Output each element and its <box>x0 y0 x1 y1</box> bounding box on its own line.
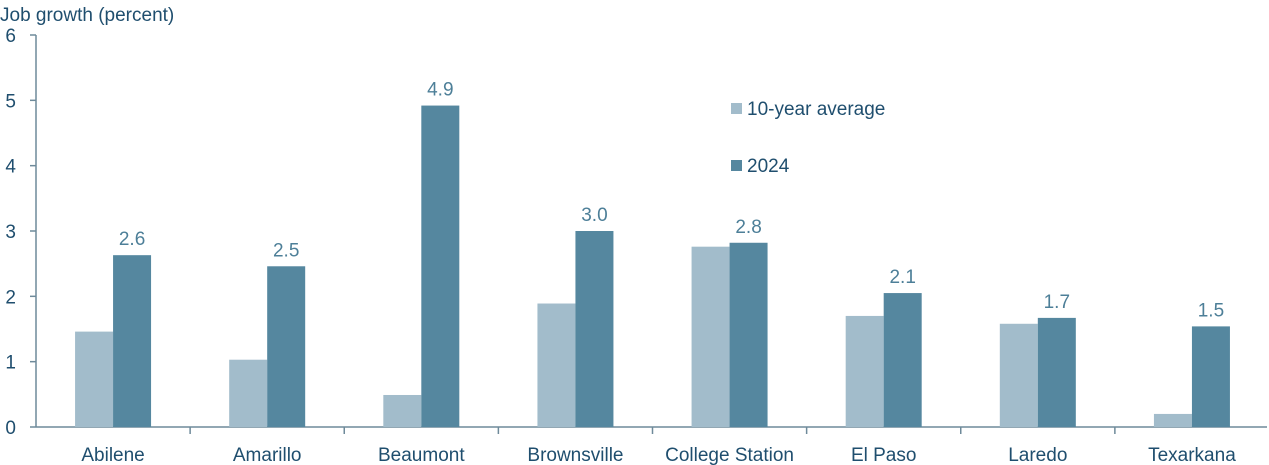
bar-ten-year-average <box>229 359 268 427</box>
data-label: 1.7 <box>1044 292 1070 313</box>
data-label: 2.8 <box>735 217 761 238</box>
x-tick-label: Laredo <box>1008 445 1067 465</box>
data-label: 4.9 <box>427 80 453 101</box>
x-tick-label: Brownsville <box>527 445 623 465</box>
y-tick-label: 4 <box>5 157 16 178</box>
bar-ten-year-average <box>1153 413 1192 427</box>
bar-year-2024 <box>729 242 768 427</box>
data-label: 1.5 <box>1198 300 1224 321</box>
x-tick-label: Abilene <box>81 445 144 465</box>
bar-year-2024 <box>883 293 922 427</box>
bar-ten-year-average <box>845 315 884 427</box>
y-tick-label: 0 <box>5 418 16 439</box>
data-label: 3.0 <box>581 205 607 226</box>
bar-year-2024 <box>113 255 152 427</box>
bar-year-2024 <box>421 105 460 427</box>
y-tick-label: 3 <box>5 222 16 243</box>
x-tick-label: College Station <box>665 445 794 465</box>
x-tick-label: El Paso <box>851 445 916 465</box>
x-tick-label: Texarkana <box>1148 445 1236 465</box>
data-label: 2.6 <box>119 229 145 250</box>
y-tick-label: 5 <box>5 91 16 112</box>
x-tick-label: Amarillo <box>233 445 302 465</box>
legend-label: 2024 <box>747 156 790 177</box>
x-tick-label: Beaumont <box>378 445 465 465</box>
bar-year-2024 <box>267 266 306 427</box>
data-label: 2.5 <box>273 240 299 261</box>
bar-ten-year-average <box>537 303 576 427</box>
bar-ten-year-average <box>383 394 422 427</box>
y-axis-title: Job growth (percent) <box>0 5 174 26</box>
y-tick-label: 6 <box>5 26 16 47</box>
bar-year-2024 <box>1037 317 1076 427</box>
legend-swatch <box>731 103 742 114</box>
data-labels: 2.6 2.5 4.9 3.0 2.8 2.1 1.7 1.5 <box>119 80 1224 322</box>
legend-label: 10-year average <box>747 99 885 120</box>
y-tick-label: 1 <box>5 353 16 374</box>
y-tick-label: 2 <box>5 287 16 308</box>
bar-year-2024 <box>575 231 614 427</box>
bar-year-2024 <box>1191 326 1230 427</box>
data-label: 2.1 <box>889 267 915 288</box>
bar-ten-year-average <box>691 246 730 427</box>
bar-ten-year-average <box>999 323 1038 427</box>
legend: 10-year average 2024 <box>731 99 885 177</box>
bar-ten-year-average <box>75 331 114 427</box>
bars <box>75 105 1230 427</box>
legend-swatch <box>731 160 742 171</box>
axes: 0 1 2 3 4 5 6 Abilene Amarillo Beaumont Brownsvill… <box>5 26 1267 465</box>
